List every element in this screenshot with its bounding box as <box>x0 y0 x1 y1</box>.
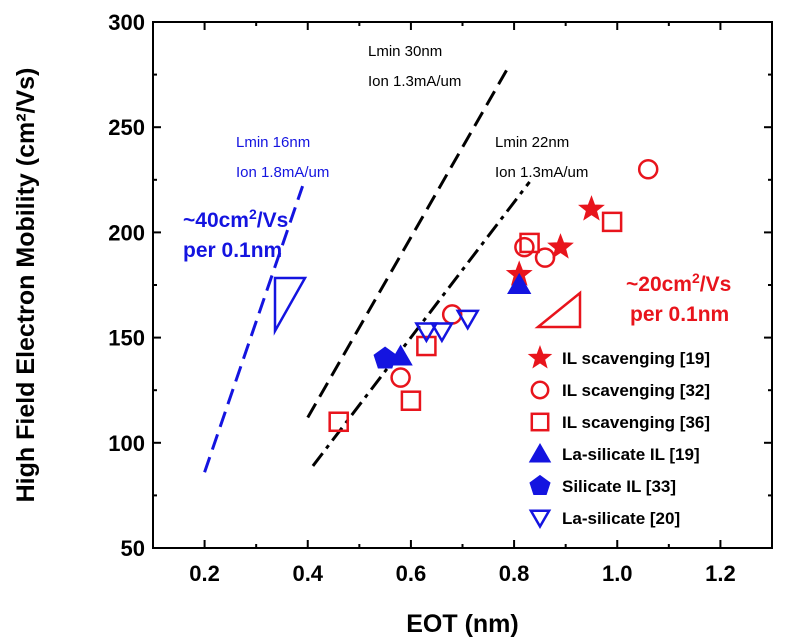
y-tick-label: 200 <box>108 220 145 245</box>
legend-label: IL scavenging [36] <box>562 413 710 432</box>
data-point-triangle-down <box>429 322 455 344</box>
x-tick-label: 0.8 <box>499 561 530 586</box>
data-point-star <box>547 233 574 259</box>
trend-line-label: Ion 1.8mA/um <box>236 164 329 181</box>
legend-marker-circle <box>530 380 550 400</box>
trend-lines: Lmin 16nm Ion 1.8mA/um Lmin 30nm Ion 1.3mA/… <box>203 43 588 473</box>
data-point-triangle-up <box>507 272 532 295</box>
data-point-square <box>601 211 623 233</box>
y-tick-label: 300 <box>108 10 145 35</box>
legend-marker-square <box>530 412 550 432</box>
data-point-circle <box>514 236 535 258</box>
slope-annotation: ~40cm2/Vs <box>183 206 288 232</box>
x-axis-label: EOT (nm) <box>406 610 519 638</box>
legend-label: IL scavenging [32] <box>562 381 710 400</box>
legend-label: IL scavenging [19] <box>562 349 710 368</box>
trend-line <box>203 185 305 473</box>
trend-line-label: Lmin 16nm <box>236 134 310 151</box>
trend-line-label: Lmin 22nm <box>495 134 569 151</box>
data-point-triangle-down <box>455 309 480 331</box>
data-point-circle <box>390 367 411 388</box>
legend: IL scavenging [19] IL scavenging [32] IL s… <box>527 345 710 529</box>
legend-marker-pentagon <box>529 474 551 495</box>
legend-label: La-silicate [20] <box>562 509 680 528</box>
data-point-square <box>328 411 349 433</box>
y-tick-label: 100 <box>108 431 145 456</box>
x-tick-label: 0.4 <box>292 561 323 586</box>
x-tick-label: 1.2 <box>705 561 736 586</box>
x-axis: 0.2 0.4 0.6 0.8 1.0 1.2 <box>152 22 773 586</box>
legend-marker-triangle-up <box>528 442 552 463</box>
data-point-circle <box>637 159 659 180</box>
data-point-square <box>416 335 437 357</box>
trend-line-label: Ion 1.3mA/um <box>495 164 588 181</box>
slope-annotation-line2: per 0.1nm <box>183 239 282 262</box>
trend-line <box>306 65 511 419</box>
x-tick-label: 0.2 <box>189 561 220 586</box>
data-points <box>328 159 659 433</box>
y-tick-label: 250 <box>108 115 145 140</box>
data-point-star <box>578 195 605 221</box>
y-tick-label: 50 <box>121 536 145 561</box>
x-tick-label: 1.0 <box>602 561 633 586</box>
slope-annotation: ~20cm2/Vs <box>626 270 731 296</box>
x-tick-label: 0.6 <box>396 561 427 586</box>
slope-triangle-blue <box>273 276 308 336</box>
data-point-square <box>519 232 540 254</box>
legend-label: Silicate IL [33] <box>562 477 676 496</box>
y-axis-label: High Field Electron Mobility (cm²/Vs) <box>12 68 40 503</box>
slope-triangle-red <box>534 290 582 329</box>
y-axis-label-group: High Field Electron Mobility (cm²/Vs) <box>12 68 40 503</box>
y-axis: 50 100 150 200 250 300 <box>108 10 772 561</box>
trend-line <box>311 180 531 467</box>
trend-line-label: Ion 1.3mA/um <box>368 73 461 90</box>
data-point-circle <box>534 247 556 268</box>
trend-line-label: Lmin 30nm <box>368 43 442 60</box>
annotations: ~40cm2/Vs per 0.1nm ~20cm2/Vs per 0.1nm <box>183 206 731 336</box>
legend-marker-star <box>527 345 553 369</box>
data-point-triangle-down <box>414 322 439 344</box>
legend-marker-triangle-down <box>528 509 552 529</box>
data-point-square <box>400 390 422 411</box>
data-point-pentagon <box>373 346 397 369</box>
legend-label: La-silicate IL [19] <box>562 445 700 464</box>
y-tick-label: 150 <box>108 326 145 351</box>
slope-annotation-line2: per 0.1nm <box>630 303 729 326</box>
